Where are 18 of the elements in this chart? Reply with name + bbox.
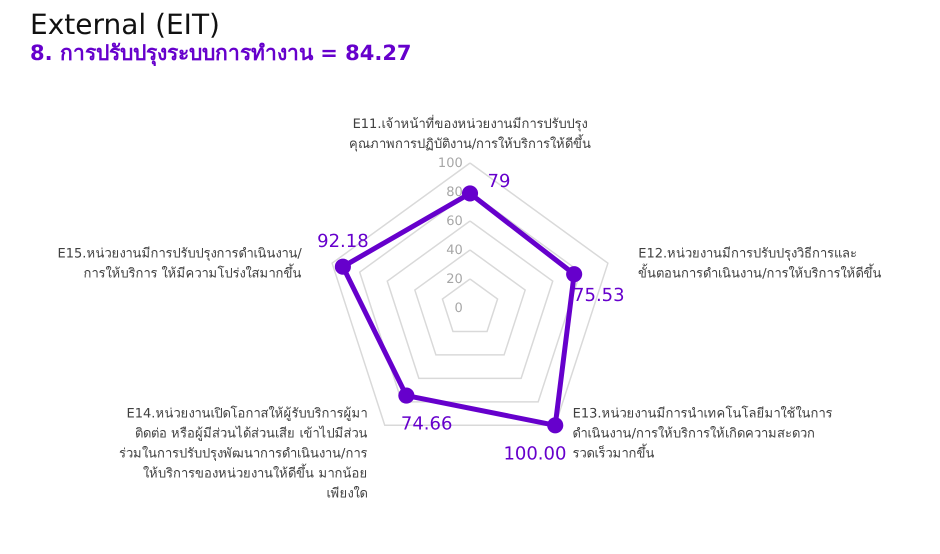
data-label: 100.00 xyxy=(503,443,566,464)
y-tick-label: 40 xyxy=(446,243,463,258)
spoke-label: E12.หน่วยงานมีการปรับปรุงวิธีการและ ขั้นตอนการดำเนินงาน/การให้บริการให้ดีขึ้น xyxy=(638,245,882,282)
spoke-label: E15.หน่วยงานมีการปรับปรุงการดำเนินงาน/ การให้บริการ ให้มีความโปร่งใสมากขึ้น xyxy=(57,245,302,282)
y-tick-label: 100 xyxy=(438,156,463,171)
data-label: 79 xyxy=(488,170,510,192)
chart-title: External (EIT) xyxy=(30,8,220,41)
y-tick-label: 60 xyxy=(446,214,463,229)
y-tick-label: 80 xyxy=(446,185,463,200)
chart-subtitle: 8. การปรับปรุงระบบการทำงาน = 84.27 xyxy=(30,41,412,67)
spoke-label: E13.หน่วยงานมีการนำเทคโนโลยีมาใช้ในการ ดำเนินงาน/การให้บริการให้เกิดความสะดวก รวดเร็วมากขึ้น xyxy=(572,406,833,462)
y-tick-label: 20 xyxy=(446,272,463,287)
y-tick-label: 0 xyxy=(454,301,463,316)
data-label: 92.18 xyxy=(317,231,369,252)
spoke-label: E11.เจ้าหน้าที่ของหน่วยงานมีการปรับปรุง คุณภาพการปฏิบัติงาน/การให้บริการให้ดีขึ้น xyxy=(348,115,592,152)
spoke-label: E14.หน่วยงานเปิดโอกาสให้ผู้รับบริการผู้มา ติดต่อ หรือผู้มีส่วนได้ส่วนเสีย เข้าไปมีส่วน ร่วมในการปรับปรุงพัฒนาการดำเนินงาน/การ ให้บริการของหน่วยงานให้ดีขึ้น มากน้อย เพียงใด xyxy=(118,406,368,502)
data-label: 75.53 xyxy=(573,284,625,306)
data-label: 74.66 xyxy=(400,414,452,435)
